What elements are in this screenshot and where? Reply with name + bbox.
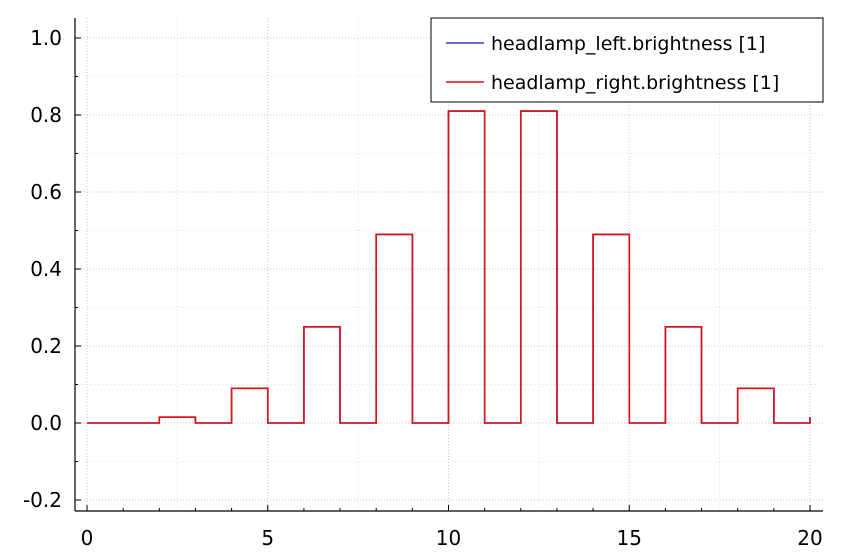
- y-tick-label: 0.4: [30, 257, 62, 281]
- legend-label-1: headlamp_right.brightness [1]: [491, 72, 779, 94]
- x-tick-label: 15: [617, 526, 642, 550]
- y-tick-label: 0.0: [30, 411, 62, 435]
- series-lines: [87, 110, 811, 424]
- y-tick-label: 0.8: [30, 103, 62, 127]
- y-tick-label: 1.0: [30, 26, 62, 50]
- legend: headlamp_left.brightness [1] headlamp_rig…: [430, 17, 824, 103]
- y-tick-label: -0.2: [23, 488, 62, 512]
- series-line-1: [87, 110, 811, 424]
- axes: -0.2 0.0 0.2 0.4 0.6 0.8 1.0 0 5 10 15 20: [23, 18, 823, 550]
- y-tick-label: 0.2: [30, 334, 62, 358]
- x-tick-label: 0: [81, 526, 94, 550]
- x-tick-label: 5: [261, 526, 274, 550]
- x-tick-label: 10: [436, 526, 461, 550]
- y-tick-label: 0.6: [30, 180, 62, 204]
- legend-box: [430, 17, 824, 103]
- x-tick-label: 20: [797, 526, 822, 550]
- legend-label-0: headlamp_left.brightness [1]: [491, 33, 765, 55]
